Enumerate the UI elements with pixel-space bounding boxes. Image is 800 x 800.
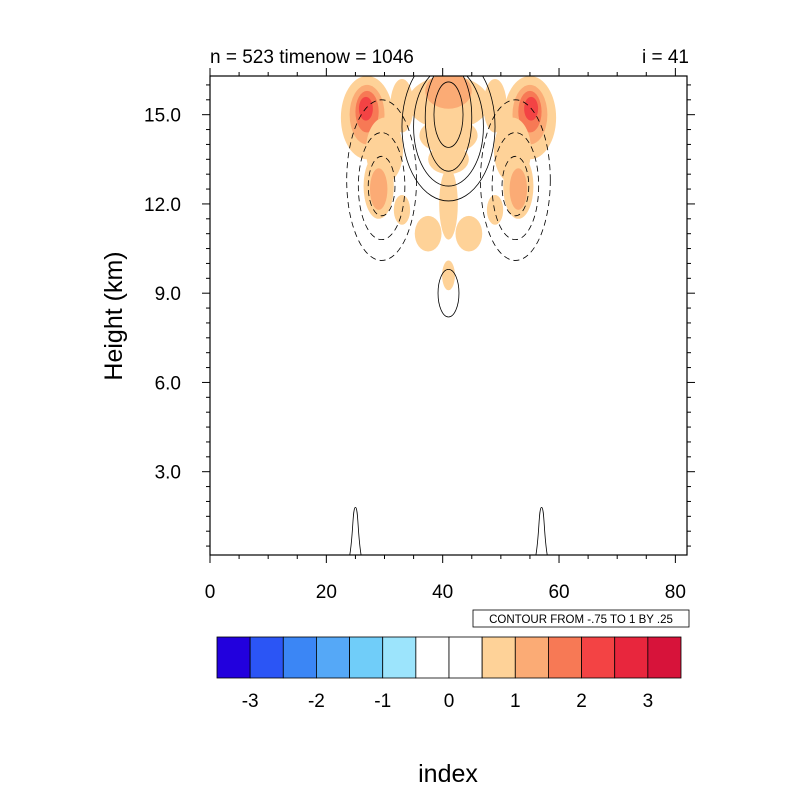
axis-ticks: 0 20 40 60 80 3.0 6.0 9.0 12.0 15.0 <box>144 68 695 603</box>
colorbar-box-8 <box>481 636 516 679</box>
filled-region-9 <box>425 76 472 109</box>
colorbar: -3 -2 -1 0 1 2 3 <box>216 636 682 712</box>
filled-region-12 <box>419 117 478 154</box>
filled-region-22 <box>455 215 483 252</box>
filled-region-25 <box>442 260 455 291</box>
colorbar-box-12 <box>614 636 649 679</box>
solid-contour-3 <box>413 76 484 187</box>
x-tick-label: 60 <box>548 582 569 603</box>
x-tick-label: 0 <box>205 582 216 603</box>
contour-lines <box>346 76 551 555</box>
y-tick-label: 9.0 <box>155 284 181 305</box>
colorbar-label: 2 <box>576 691 587 712</box>
dashed-contour-0 <box>367 155 396 217</box>
colorbar-label: -3 <box>242 691 259 712</box>
filled-region-19 <box>509 168 528 210</box>
colorbar-box-10 <box>548 636 582 679</box>
dashed-contour-4 <box>491 132 540 241</box>
contour-info-box: CONTOUR FROM -.75 TO 1 BY .25 <box>472 609 690 628</box>
filled-region-20 <box>439 168 458 240</box>
plot-frame <box>209 75 688 556</box>
colorbar-box-7 <box>448 636 483 679</box>
ground-peak-1 <box>535 506 548 555</box>
dashed-contour-2 <box>346 99 417 261</box>
title-right: i = 41 <box>642 47 689 68</box>
colorbar-box-2 <box>282 636 317 679</box>
filled-region-24 <box>486 195 504 225</box>
y-tick-label: 3.0 <box>155 463 181 484</box>
x-tick-label: 20 <box>316 582 337 603</box>
filled-region-17 <box>369 168 388 210</box>
dashed-contour-5 <box>480 99 551 261</box>
colorbar-box-4 <box>349 636 384 679</box>
y-axis-label: Height (km) <box>100 251 128 380</box>
filled-contours <box>340 76 557 291</box>
x-tick-label: 80 <box>665 582 686 603</box>
colorbar-box-0 <box>216 636 251 679</box>
y-tick-label: 15.0 <box>144 106 181 127</box>
filled-region-11 <box>483 78 507 133</box>
solid-contour-4 <box>401 76 496 202</box>
ground-peak-0 <box>349 506 362 555</box>
colorbar-box-1 <box>249 636 284 679</box>
contour-info-text: CONTOUR FROM -.75 TO 1 BY .25 <box>489 614 673 626</box>
colorbar-box-13 <box>647 636 682 679</box>
colorbar-box-3 <box>316 636 350 679</box>
dashed-contour-1 <box>357 132 406 241</box>
dashed-contour-3 <box>501 155 530 217</box>
colorbar-box-6 <box>415 636 450 679</box>
colorbar-label: 1 <box>510 691 521 712</box>
filled-region-21 <box>414 215 442 252</box>
title-left: n = 523 timenow = 1046 <box>210 47 414 68</box>
solid-contour-0 <box>437 268 460 318</box>
y-tick-label: 12.0 <box>144 195 181 216</box>
colorbar-label: 3 <box>643 691 654 712</box>
colorbar-box-5 <box>382 636 417 679</box>
y-tick-label: 6.0 <box>155 373 181 394</box>
filled-region-13 <box>428 144 469 175</box>
colorbar-box-11 <box>581 636 616 679</box>
filled-region-23 <box>393 195 411 225</box>
colorbar-label: 0 <box>444 691 455 712</box>
x-axis-label: index <box>418 760 478 788</box>
colorbar-label: -2 <box>308 691 325 712</box>
colorbar-box-9 <box>514 636 549 679</box>
solid-contour-1 <box>433 81 464 148</box>
x-tick-label: 40 <box>432 582 453 603</box>
solid-contour-2 <box>424 76 473 172</box>
colorbar-label: -1 <box>374 691 391 712</box>
filled-region-10 <box>390 78 414 133</box>
